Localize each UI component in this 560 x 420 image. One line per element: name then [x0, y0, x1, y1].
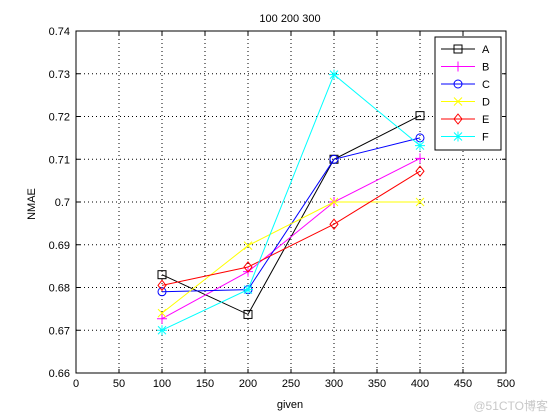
- series-a-point: [243, 309, 253, 319]
- legend-marker-b: [453, 61, 463, 72]
- x-tick-label: 150: [196, 378, 214, 390]
- plot-series: [157, 69, 425, 336]
- series-e-point: [243, 261, 253, 273]
- legend-label-f: F: [482, 132, 489, 144]
- legend-marker-c: [453, 79, 463, 89]
- axis-ticks: 0 50 100 150 200 250 300 350 400 450 500 0.66 0.67 0.…: [49, 26, 516, 390]
- series-c-point: [329, 154, 339, 164]
- series-f-point: [157, 325, 167, 336]
- x-tick-label: 50: [113, 378, 125, 390]
- series-a-point: [157, 270, 167, 280]
- legend-marker-e: [453, 113, 463, 125]
- y-tick-label: 0.66: [49, 368, 70, 380]
- y-tick-label: 0.72: [49, 112, 70, 124]
- x-tick-label: 400: [411, 378, 429, 390]
- x-tick-label: 100: [153, 378, 171, 390]
- legend-label-c: C: [482, 79, 490, 91]
- series-d-point: [415, 197, 425, 207]
- legend-label-e: E: [482, 114, 489, 126]
- series-d-point: [329, 197, 339, 207]
- series-b-point: [157, 313, 167, 324]
- series-b-point: [415, 153, 425, 164]
- series-d-line: [161, 201, 420, 314]
- series-e: [157, 165, 425, 292]
- x-tick-label: 450: [454, 378, 472, 390]
- y-tick-label: 0.68: [49, 283, 70, 295]
- legend-item-d: D: [441, 97, 490, 109]
- series-e-point: [157, 279, 167, 292]
- series-f: [157, 69, 425, 336]
- series-d-point: [243, 241, 253, 250]
- series-f-point: [329, 69, 339, 80]
- chart-title: 100 200 300: [259, 13, 320, 25]
- y-tick-label: 0.74: [49, 26, 70, 38]
- series-e-line: [161, 170, 421, 286]
- series-f-point: [415, 140, 425, 151]
- series-c-point: [157, 287, 167, 297]
- series-e-point: [415, 165, 425, 178]
- series-d: [157, 197, 425, 318]
- x-tick-label: 200: [239, 378, 257, 390]
- legend-box: [434, 36, 502, 151]
- series-b-line: [161, 157, 421, 320]
- y-tick-label: 0.71: [49, 154, 70, 166]
- watermark: @51CTO博客: [473, 398, 548, 413]
- legend-label-d: D: [482, 97, 490, 109]
- series-c-line: [161, 137, 421, 293]
- legend-item-f: F: [441, 131, 489, 144]
- y-tick-label: 0.69: [49, 240, 70, 252]
- x-tick-label: 0: [73, 378, 79, 390]
- x-axis-label: given: [277, 399, 303, 411]
- x-tick-label: 250: [282, 378, 300, 390]
- series-e-point: [329, 218, 339, 231]
- legend-marker-f: [453, 131, 463, 142]
- legend-item-c: C: [441, 79, 490, 91]
- y-tick-label: 0.7: [55, 197, 70, 209]
- y-axis-label: NMAE: [26, 188, 38, 220]
- x-tick-label: 500: [497, 378, 515, 390]
- series-d-point: [157, 308, 167, 318]
- y-tick-label: 0.67: [49, 325, 70, 337]
- legend-marker-a: [453, 44, 463, 54]
- y-tick-label: 0.73: [49, 69, 70, 81]
- legend-item-e: E: [441, 113, 489, 126]
- legend-item-b: B: [441, 61, 489, 74]
- legend-label-b: B: [482, 62, 489, 74]
- x-tick-label: 350: [368, 378, 386, 390]
- legend-marker-d: [453, 97, 463, 106]
- series-f-line: [161, 73, 421, 331]
- legend-label-a: A: [482, 44, 490, 56]
- x-tick-label: 300: [325, 378, 343, 390]
- series-a-point: [415, 111, 425, 121]
- series-f-point: [243, 284, 253, 295]
- legend-item-a: A: [441, 44, 490, 56]
